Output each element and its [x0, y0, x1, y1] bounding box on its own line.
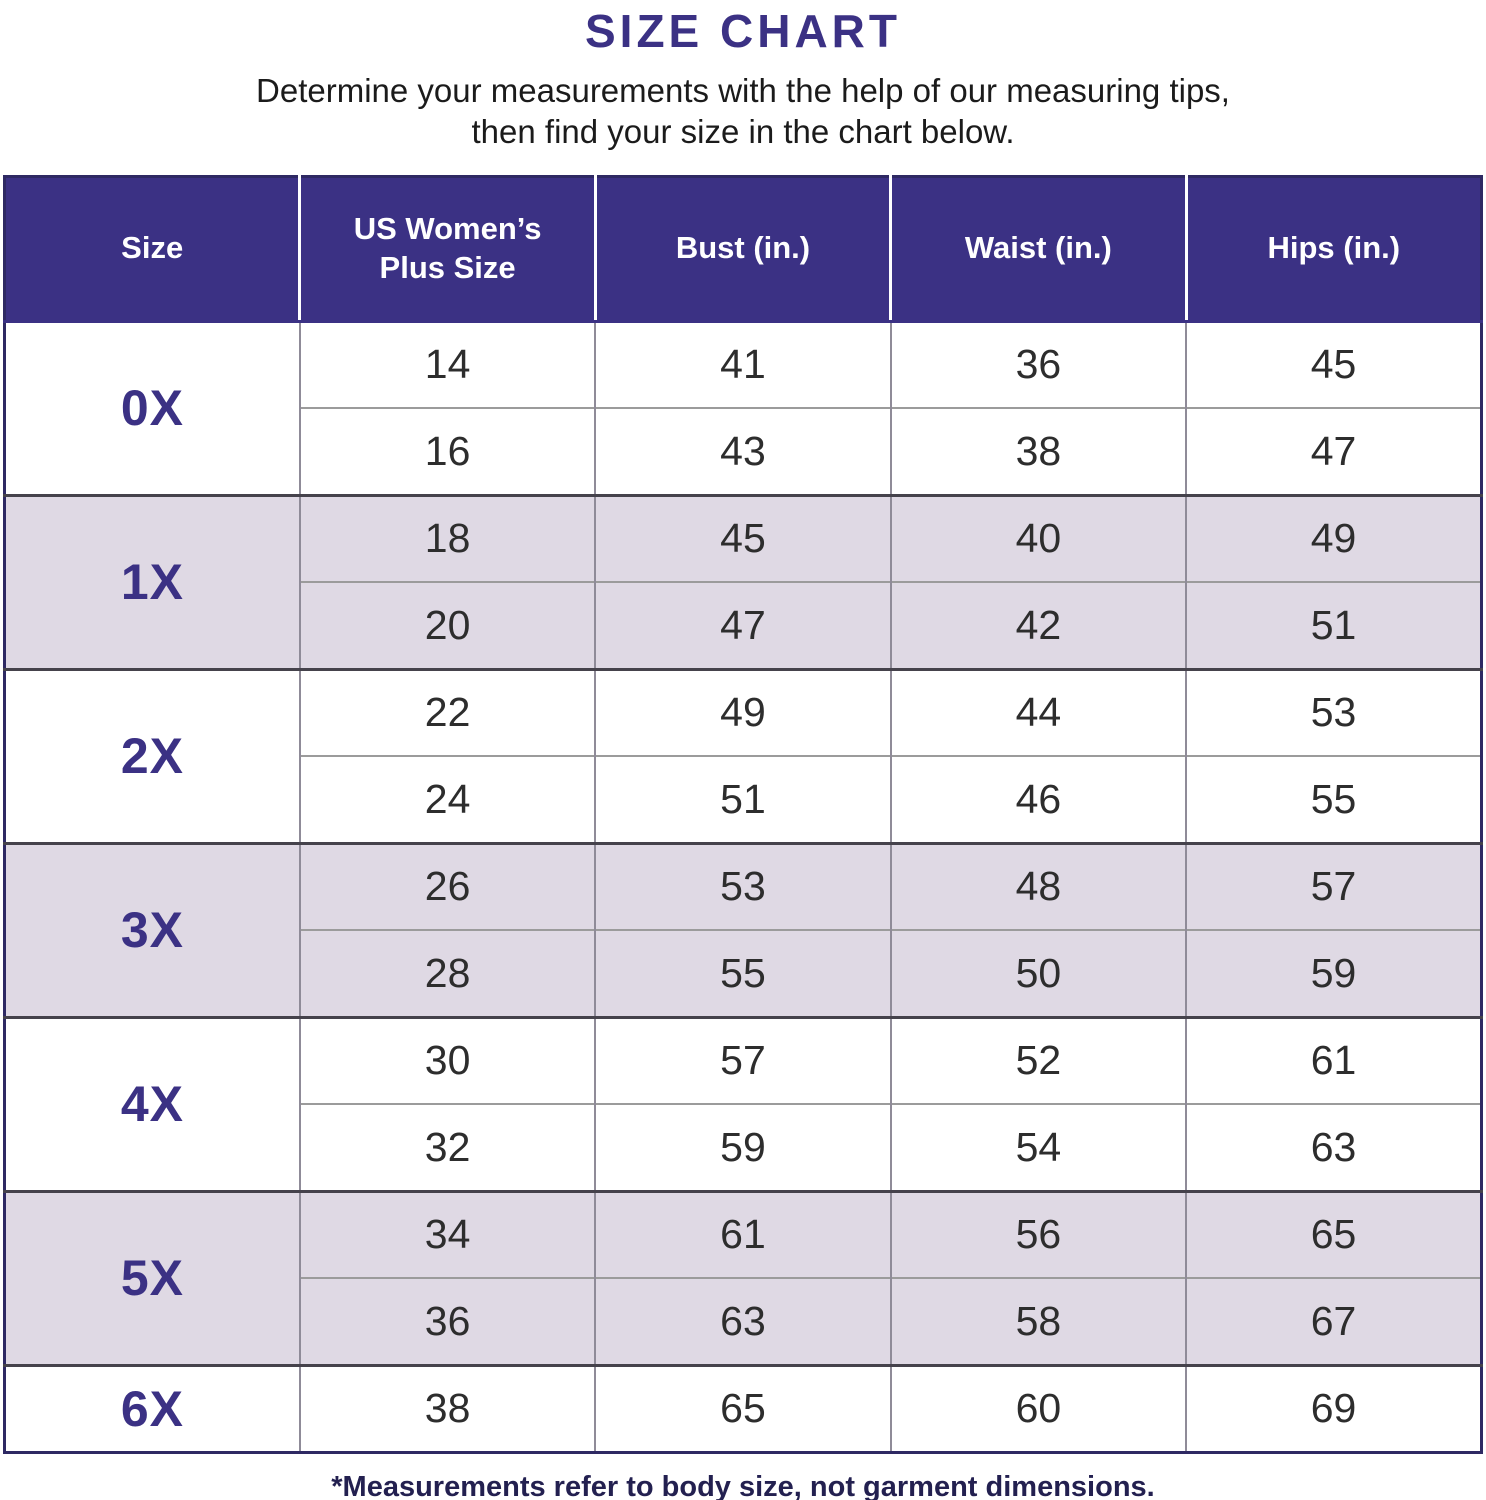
page-title: SIZE CHART [585, 5, 901, 57]
measurement-cell: 38 [889, 407, 1187, 495]
table-row: 16 43 38 47 [5, 407, 1482, 495]
measurement-cell: 30 [298, 1015, 596, 1104]
measurement-cell: 53 [594, 841, 891, 930]
subtitle-line1: Determine your measurements with the hel… [256, 72, 1230, 109]
measurement-cell: 45 [594, 493, 891, 582]
measurement-cell: 43 [594, 407, 891, 495]
table-row: 1X 18 45 40 49 [4, 493, 1482, 669]
measurement-cell: 63 [1185, 1103, 1482, 1191]
column-header-waist-in: Waist (in.) [889, 176, 1187, 323]
column-header-us-women-s-plus-size: US Women’s Plus Size [298, 176, 596, 323]
measurement-cell: 65 [594, 1363, 891, 1452]
measurement-cell: 54 [889, 1103, 1187, 1191]
measurement-cell: 49 [1185, 493, 1482, 582]
table-header-row: Size US Women’s Plus Size Bust (in.) Waist … [4, 176, 1482, 323]
table-header: Size US Women’s Plus Size Bust (in.) Waist … [4, 176, 1482, 323]
table-row: 6X 38 65 60 69 [4, 1363, 1482, 1452]
size-group-label-6x: 6X [4, 1363, 301, 1452]
table-row: 32 59 54 63 [5, 1103, 1482, 1191]
column-header-bust-in: Bust (in.) [593, 176, 891, 323]
measurement-cell: 42 [889, 581, 1187, 669]
column-header-size: Size [4, 176, 300, 323]
table-row: 28 55 50 59 [5, 929, 1482, 1017]
measurement-cell: 52 [889, 1015, 1187, 1104]
measurement-cell: 36 [889, 321, 1187, 408]
footnote: *Measurements refer to body size, not ga… [331, 1470, 1155, 1500]
measurement-cell: 51 [1185, 581, 1482, 669]
table-row: 20 47 42 51 [5, 581, 1482, 669]
measurement-cell: 55 [1185, 755, 1482, 843]
table-row: 24 51 46 55 [5, 755, 1482, 843]
measurement-cell: 65 [1185, 1189, 1482, 1278]
subtitle-line2: then find your size in the chart below. [471, 113, 1015, 151]
measurement-cell: 46 [889, 755, 1187, 843]
size-group-label-3x: 3X [4, 841, 301, 1017]
size-chart-table: Size US Women’s Plus Size Bust (in.) Waist … [3, 174, 1483, 1454]
measurement-cell: 59 [594, 1103, 891, 1191]
size-group-label-4x: 4X [4, 1015, 301, 1191]
table-body: 0X 14 41 36 45 16 43 38 47 1X 18 45 40 49 20 47 42 51 2X 22… [4, 321, 1482, 1452]
size-group-label-2x: 2X [4, 667, 301, 843]
measurement-cell: 61 [594, 1189, 891, 1278]
measurement-cell: 57 [1185, 841, 1482, 930]
measurement-cell: 34 [298, 1189, 596, 1278]
measurement-cell: 44 [889, 667, 1187, 756]
measurement-cell: 53 [1185, 667, 1482, 756]
measurement-cell: 24 [298, 755, 596, 843]
measurement-cell: 18 [298, 493, 596, 582]
subtitle: Determine your measurements with the hel… [0, 70, 1486, 153]
measurement-cell: 45 [1185, 321, 1482, 408]
measurement-cell: 20 [298, 581, 596, 669]
measurement-cell: 56 [889, 1189, 1187, 1278]
measurement-cell: 59 [1185, 929, 1482, 1017]
measurement-cell: 32 [298, 1103, 596, 1191]
measurement-cell: 63 [594, 1277, 891, 1365]
measurement-cell: 16 [298, 407, 596, 495]
column-header-hips-in: Hips (in.) [1184, 176, 1482, 323]
measurement-cell: 49 [594, 667, 891, 756]
measurement-cell: 47 [1185, 407, 1482, 495]
measurement-cell: 40 [889, 493, 1187, 582]
table-row: 3X 26 53 48 57 [4, 841, 1482, 1017]
measurement-cell: 41 [594, 321, 891, 408]
measurement-cell: 67 [1185, 1277, 1482, 1365]
measurement-cell: 55 [594, 929, 891, 1017]
measurement-cell: 36 [298, 1277, 596, 1365]
measurement-cell: 47 [594, 581, 891, 669]
measurement-cell: 57 [594, 1015, 891, 1104]
table-row: 0X 14 41 36 45 [4, 321, 1482, 495]
measurement-cell: 28 [298, 929, 596, 1017]
measurement-cell: 22 [298, 667, 596, 756]
measurement-cell: 60 [889, 1363, 1187, 1452]
measurement-cell: 48 [889, 841, 1187, 930]
table-row: 5X 34 61 56 65 [4, 1189, 1482, 1365]
measurement-cell: 14 [298, 321, 596, 408]
measurement-cell: 51 [594, 755, 891, 843]
measurement-cell: 58 [889, 1277, 1187, 1365]
measurement-cell: 69 [1185, 1363, 1482, 1452]
table-row: 2X 22 49 44 53 [4, 667, 1482, 843]
table-row: 4X 30 57 52 61 [4, 1015, 1482, 1191]
measurement-cell: 61 [1185, 1015, 1482, 1104]
measurement-cell: 50 [889, 929, 1187, 1017]
size-group-label-5x: 5X [4, 1189, 301, 1365]
size-group-label-1x: 1X [4, 493, 301, 669]
size-group-label-0x: 0X [4, 321, 301, 495]
measurement-cell: 38 [298, 1363, 596, 1452]
table-row: 36 63 58 67 [5, 1277, 1482, 1365]
measurement-cell: 26 [298, 841, 596, 930]
